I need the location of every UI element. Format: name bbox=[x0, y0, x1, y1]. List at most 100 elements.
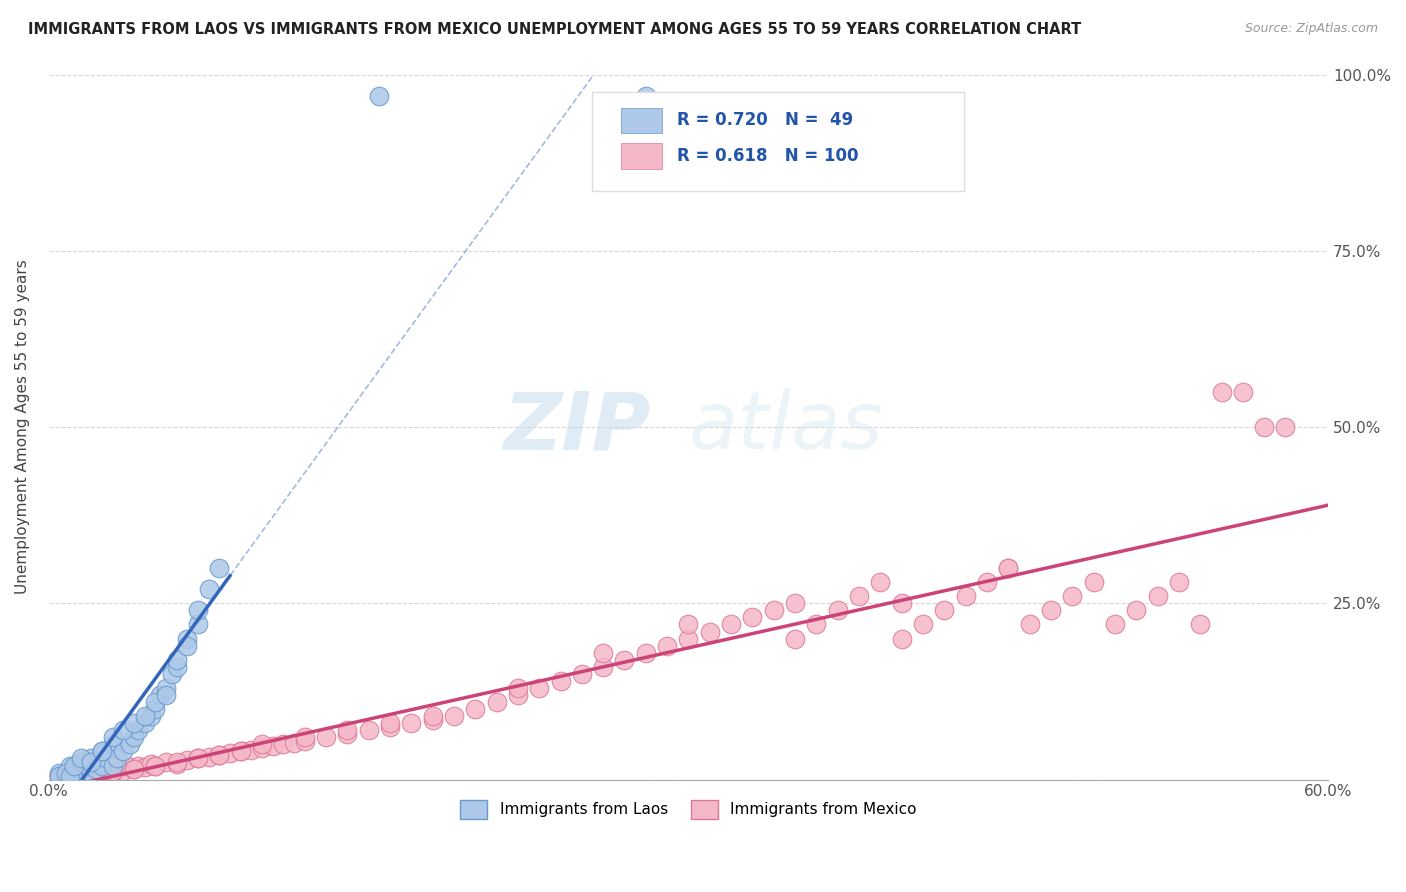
Point bbox=[634, 646, 657, 660]
Point bbox=[112, 744, 135, 758]
Point bbox=[48, 765, 70, 780]
Point bbox=[139, 757, 162, 772]
Point bbox=[762, 603, 785, 617]
Point bbox=[271, 737, 294, 751]
Text: R = 0.618   N = 100: R = 0.618 N = 100 bbox=[676, 147, 859, 165]
Point bbox=[783, 632, 806, 646]
Point bbox=[678, 617, 700, 632]
Point bbox=[1232, 384, 1254, 399]
Point bbox=[250, 737, 273, 751]
Point bbox=[527, 681, 550, 695]
Point bbox=[127, 758, 149, 772]
Point bbox=[550, 673, 572, 688]
Point bbox=[166, 653, 188, 667]
Point bbox=[122, 716, 145, 731]
Point bbox=[1104, 617, 1126, 632]
Point bbox=[506, 688, 529, 702]
Point bbox=[105, 762, 128, 776]
Point bbox=[112, 764, 135, 779]
Point bbox=[357, 723, 380, 738]
Point bbox=[934, 603, 956, 617]
Point bbox=[139, 709, 162, 723]
Point bbox=[294, 734, 316, 748]
Point bbox=[783, 596, 806, 610]
Point bbox=[655, 639, 678, 653]
Point bbox=[187, 751, 209, 765]
Point bbox=[149, 688, 172, 702]
Point bbox=[166, 757, 188, 772]
Point bbox=[613, 653, 636, 667]
Point bbox=[48, 769, 70, 783]
Point bbox=[134, 709, 156, 723]
Point bbox=[422, 713, 444, 727]
Point bbox=[294, 731, 316, 745]
Point bbox=[76, 765, 98, 780]
Point bbox=[55, 769, 77, 783]
Point bbox=[720, 617, 742, 632]
Point bbox=[197, 582, 219, 597]
Point bbox=[634, 88, 657, 103]
Point bbox=[91, 758, 114, 772]
Point bbox=[80, 769, 103, 783]
Point bbox=[378, 716, 401, 731]
Point bbox=[84, 764, 107, 779]
Point bbox=[134, 716, 156, 731]
Point bbox=[91, 744, 114, 758]
Point bbox=[59, 758, 82, 772]
Point bbox=[464, 702, 486, 716]
Point bbox=[1062, 589, 1084, 603]
Point bbox=[1125, 603, 1147, 617]
Point bbox=[48, 769, 70, 783]
Text: R = 0.720   N =  49: R = 0.720 N = 49 bbox=[676, 112, 853, 129]
Point bbox=[187, 751, 209, 765]
Point bbox=[84, 762, 107, 776]
Point bbox=[250, 740, 273, 755]
Point bbox=[101, 764, 124, 779]
Point bbox=[80, 765, 103, 780]
Point bbox=[145, 758, 167, 772]
Point bbox=[155, 755, 177, 769]
Point bbox=[229, 744, 252, 758]
Point bbox=[1167, 575, 1189, 590]
Point bbox=[80, 751, 103, 765]
Point bbox=[571, 666, 593, 681]
Point bbox=[97, 762, 120, 776]
Point bbox=[76, 758, 98, 772]
Point bbox=[315, 731, 337, 745]
Point bbox=[55, 765, 77, 780]
Point bbox=[187, 603, 209, 617]
Point bbox=[101, 731, 124, 745]
Y-axis label: Unemployment Among Ages 55 to 59 years: Unemployment Among Ages 55 to 59 years bbox=[15, 260, 30, 594]
Point bbox=[176, 632, 198, 646]
Point bbox=[69, 751, 91, 765]
Point bbox=[127, 723, 149, 738]
Point bbox=[262, 739, 284, 753]
Point bbox=[208, 747, 231, 762]
FancyBboxPatch shape bbox=[592, 92, 963, 191]
Point bbox=[101, 765, 124, 780]
Point bbox=[806, 617, 828, 632]
Point bbox=[48, 769, 70, 783]
Point bbox=[592, 660, 614, 674]
Point bbox=[368, 88, 391, 103]
Point bbox=[197, 750, 219, 764]
Point bbox=[122, 731, 145, 745]
Point bbox=[378, 720, 401, 734]
Point bbox=[155, 681, 177, 695]
Point bbox=[145, 758, 167, 772]
Point bbox=[91, 744, 114, 758]
Point bbox=[422, 709, 444, 723]
Point bbox=[997, 561, 1019, 575]
Text: IMMIGRANTS FROM LAOS VS IMMIGRANTS FROM MEXICO UNEMPLOYMENT AMONG AGES 55 TO 59 : IMMIGRANTS FROM LAOS VS IMMIGRANTS FROM … bbox=[28, 22, 1081, 37]
Point bbox=[506, 681, 529, 695]
Point bbox=[162, 666, 184, 681]
Point bbox=[741, 610, 763, 624]
Point bbox=[283, 736, 305, 750]
Legend: Immigrants from Laos, Immigrants from Mexico: Immigrants from Laos, Immigrants from Me… bbox=[454, 794, 924, 825]
FancyBboxPatch shape bbox=[620, 108, 662, 133]
Point bbox=[112, 723, 135, 738]
Text: atlas: atlas bbox=[689, 388, 883, 466]
Point bbox=[890, 596, 912, 610]
Point bbox=[219, 746, 242, 760]
Point bbox=[134, 760, 156, 774]
